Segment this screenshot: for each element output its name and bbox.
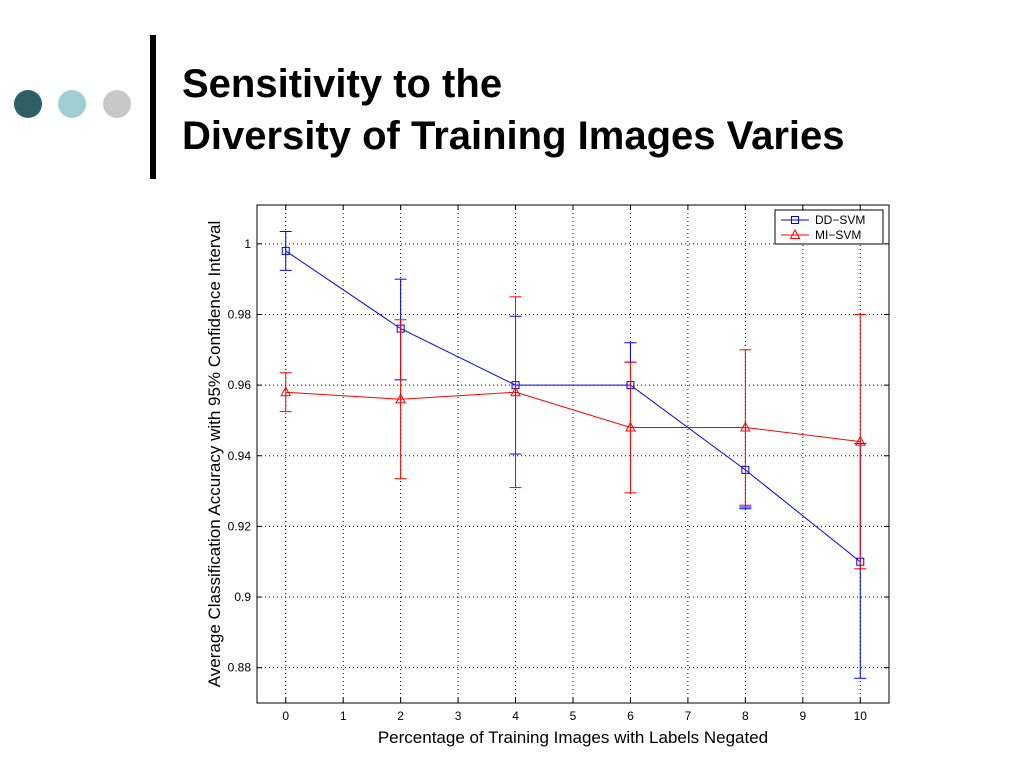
x-tick-label: 2 — [397, 709, 404, 723]
title-divider — [150, 35, 156, 179]
dd-svm-point — [281, 246, 290, 255]
y-tick-label: 0.92 — [228, 519, 252, 533]
x-tick-label: 1 — [340, 709, 347, 723]
x-tick-label: 10 — [854, 709, 868, 723]
mi-svm-point — [510, 386, 521, 397]
dd-svm-legend-marker — [791, 216, 799, 224]
x-axis-label: Percentage of Training Images with Label… — [378, 728, 768, 747]
slide-title: Sensitivity to the Diversity of Training… — [182, 58, 845, 162]
mi-svm-legend-label: MI−SVM — [815, 228, 861, 242]
mi-svm-point — [740, 421, 751, 432]
dot-light-teal — [58, 90, 86, 118]
dot-gray — [103, 90, 131, 118]
x-tick-label: 4 — [512, 709, 519, 723]
x-tick-label: 3 — [455, 709, 462, 723]
x-tick-label: 5 — [570, 709, 577, 723]
y-tick-label: 0.88 — [228, 661, 252, 675]
dot-dark-teal — [14, 90, 42, 118]
slide-title-line-2: Diversity of Training Images Varies — [182, 114, 845, 158]
slide-title-line-1: Sensitivity to the — [182, 62, 503, 106]
x-tick-label: 6 — [627, 709, 634, 723]
y-tick-label: 0.96 — [228, 378, 252, 392]
mi-svm-point — [625, 421, 636, 432]
mi-svm-point — [280, 386, 292, 397]
dd-svm-legend-label: DD−SVM — [815, 213, 865, 227]
x-tick-label: 9 — [799, 709, 806, 723]
x-tick-label: 8 — [742, 709, 749, 723]
mi-svm-point — [395, 393, 406, 404]
y-tick-label: 0.98 — [228, 307, 252, 321]
mi-svm-series-line — [285, 391, 861, 443]
decorative-dots — [14, 90, 134, 124]
accuracy-chart: 0 1 2 3 4 5 6 7 8 9 10 0.88 0.9 0.92 0.94 0.96 0.98 1 Perc… — [205, 204, 890, 747]
y-axis-label: Average Classification Accuracy with 95%… — [205, 221, 224, 687]
x-tick-label: 7 — [685, 709, 692, 723]
x-tick-label: 0 — [282, 709, 289, 723]
y-tick-label: 0.94 — [228, 449, 252, 463]
mi-svm-legend-marker — [789, 228, 801, 239]
y-tick-label: 1 — [244, 237, 251, 251]
mi-svm-point — [854, 435, 866, 446]
dd-svm-series-line — [285, 250, 861, 563]
y-tick-label: 0.9 — [234, 590, 251, 604]
